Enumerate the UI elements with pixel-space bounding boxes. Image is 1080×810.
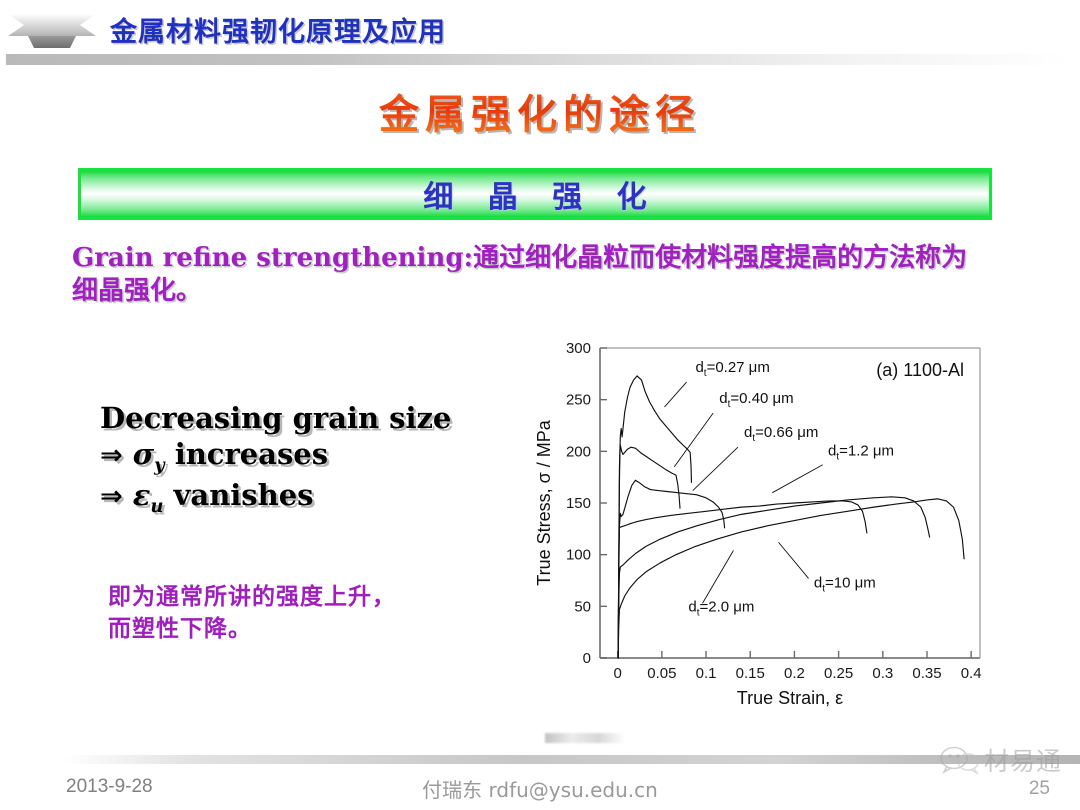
curve-d_t=0.66 μm xyxy=(617,479,726,659)
leader-line xyxy=(772,464,823,494)
x-axis-label: True Strain, ε xyxy=(737,688,843,708)
x-tick-label: 0.2 xyxy=(784,665,805,682)
definition-paragraph: Grain refine strengthening:通过细化晶粒而使材料强度提… xyxy=(72,242,1012,309)
footer-author: 付瑞东 rdfu@ysu.edu.cn xyxy=(422,778,658,802)
chart-artifact-smudge xyxy=(545,733,625,743)
y-tick-label: 100 xyxy=(566,547,591,564)
curve-d_t=10 μm xyxy=(617,498,965,659)
definition-body-line2: 细晶强化。 xyxy=(72,276,203,307)
curve-d_t=0.40 μm xyxy=(617,444,681,659)
leader-line xyxy=(673,412,714,468)
x-tick-label: 0.4 xyxy=(961,665,982,682)
section-banner: 细 晶 强 化 xyxy=(78,168,992,220)
y-tick-label: 200 xyxy=(566,443,591,460)
x-tick-label: 0.05 xyxy=(647,665,676,682)
watermark-label: 材易通 xyxy=(983,747,1062,776)
leader-line xyxy=(702,550,734,604)
series-label: dt=1.2 μm xyxy=(828,442,894,462)
header-divider xyxy=(6,54,1072,65)
footer-date: 2013-9-28 xyxy=(66,776,153,797)
series-label: dt=0.66 μm xyxy=(744,424,818,444)
key-point-line-3: ⇒ εu vanishes xyxy=(100,477,451,518)
y-axis-label: True Stress, σ / MPa xyxy=(534,419,554,585)
y-tick-label: 250 xyxy=(566,392,591,409)
stress-strain-chart: 0 50 100 150 200 250 300 0 0.05 0.1 0.15 0.2 0.25 0.3… xyxy=(528,322,998,737)
curve-d_t=0.27 μm xyxy=(617,375,693,659)
series-label: dt=10 μm xyxy=(814,575,876,595)
series-label: dt=0.27 μm xyxy=(695,359,769,379)
note-line-1: 即为通常所讲的强度上升， xyxy=(108,584,396,610)
key-point-line-2: ⇒ σy increases xyxy=(100,436,451,477)
sigma-subscript: y xyxy=(154,454,165,476)
epsilon-subscript: u xyxy=(150,495,164,517)
definition-term: Grain refine strengthening: xyxy=(72,243,474,273)
x-tick-label: 0.1 xyxy=(696,665,717,682)
curve-d_t=1.2 μm xyxy=(617,500,868,659)
stress-strain-chart-svg: 0 50 100 150 200 250 300 0 0.05 0.1 0.15 0.2 0.25 0.3… xyxy=(534,340,982,708)
y-tick-label: 50 xyxy=(574,598,591,615)
wechat-bubbles-icon xyxy=(940,746,979,775)
x-tick-label: 0.15 xyxy=(736,665,765,682)
footer-page-number: 25 xyxy=(1028,778,1050,799)
note-line-2: 而塑性下降。 xyxy=(108,615,252,642)
y-tick-label: 300 xyxy=(566,340,591,357)
x-tick-label: 0 xyxy=(614,665,622,682)
y-tick-label: 0 xyxy=(583,650,591,667)
page-title: 金属强化的途径 xyxy=(0,82,1080,140)
sigma-symbol: σ xyxy=(132,436,155,471)
watermark: 材易通 xyxy=(938,742,1062,778)
series-label: dt=0.40 μm xyxy=(719,390,793,410)
leader-line xyxy=(778,541,809,579)
ribbon-banner-logo-icon xyxy=(8,14,96,48)
definition-body-line1: 通过细化晶粒而使材料强度提高的方法称为 xyxy=(473,243,968,273)
key-point-line-2-text: increases xyxy=(174,436,329,471)
leader-line xyxy=(692,446,739,491)
implies-arrow-icon: ⇒ xyxy=(100,439,123,471)
key-points-block: Decreasing grain size ⇒ σy increases ⇒ ε… xyxy=(100,401,452,518)
chart-panel-title: (a) 1100-Al xyxy=(876,360,964,380)
implies-arrow-icon-2: ⇒ xyxy=(100,480,123,512)
footer-divider xyxy=(64,755,1080,764)
key-point-line-3-text: vanishes xyxy=(173,477,314,512)
curve-d_t=2.0 μm xyxy=(617,496,931,659)
x-tick-label: 0.35 xyxy=(912,665,941,682)
leader-line xyxy=(664,381,687,408)
series-label: dt=2.0 μm xyxy=(688,599,754,619)
epsilon-symbol: ε xyxy=(132,477,151,512)
x-tick-label: 0.3 xyxy=(872,665,893,682)
key-point-line-1: Decreasing grain size xyxy=(100,401,452,435)
note-block: 即为通常所讲的强度上升， 而塑性下降。 xyxy=(108,582,396,645)
header-title: 金属材料强韧化原理及应用 xyxy=(110,17,446,48)
section-banner-label: 细 晶 强 化 xyxy=(423,180,659,215)
x-tick-label: 0.25 xyxy=(824,665,853,682)
y-tick-label: 150 xyxy=(566,495,591,512)
